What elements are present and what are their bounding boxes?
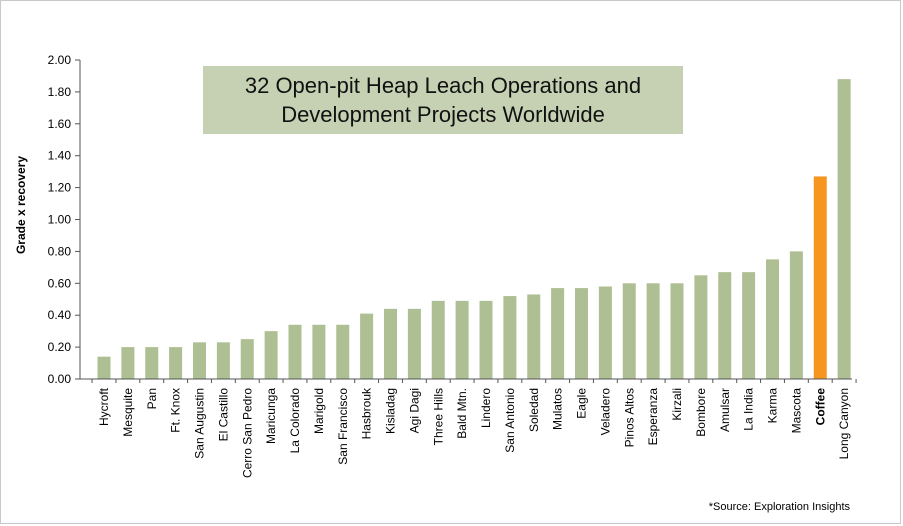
bar-ft-knox xyxy=(169,347,183,379)
x-tick-label: Three Hills xyxy=(431,388,445,445)
x-tick-label: La India xyxy=(742,388,756,431)
chart-title-line-2: Development Projects Worldwide xyxy=(281,102,605,127)
x-tick-label: Karma xyxy=(766,388,780,424)
bar-la-india xyxy=(742,272,756,379)
x-tick-label: Eagle xyxy=(575,388,589,419)
bar-mesquite xyxy=(121,347,135,379)
x-tick-label: Hycroft xyxy=(97,387,111,426)
bar-veladero xyxy=(598,286,612,379)
bar-agi-dagi xyxy=(407,308,421,379)
x-tick-label: Bombore xyxy=(694,388,708,437)
chart-title-line-1: 32 Open-pit Heap Leach Operations and xyxy=(244,73,642,98)
y-tick-label: 1.20 xyxy=(48,181,72,195)
x-tick-label: Veladero xyxy=(598,388,612,436)
x-tick-label: Esperanza xyxy=(646,388,660,446)
x-tick-label: Coffee xyxy=(813,388,827,426)
bar-amulsar xyxy=(718,272,732,379)
y-tick-label: 1.00 xyxy=(48,213,72,227)
bars xyxy=(97,79,851,379)
bar-maricunga xyxy=(264,331,278,379)
x-tick-label: Agi Dagi xyxy=(407,388,421,433)
bar-hasbrouk xyxy=(360,313,374,379)
y-tick-label: 0.60 xyxy=(48,276,72,290)
bar-kisladag xyxy=(384,308,397,379)
bar-pan xyxy=(145,347,159,379)
x-tick-label: Kisladag xyxy=(384,388,398,434)
x-tick-label: Mesquite xyxy=(121,388,135,437)
bar-soledad xyxy=(527,294,541,379)
x-tick-label: Pinos Altos xyxy=(622,388,636,447)
x-tick-label: Pan xyxy=(145,388,159,409)
y-tick-label: 0.00 xyxy=(48,372,72,386)
x-tick-label: Marigold xyxy=(312,388,326,434)
bar-hycroft xyxy=(97,356,111,379)
x-tick-label: Kirzali xyxy=(670,388,684,421)
bar-esperanza xyxy=(646,283,660,379)
x-tick-label: San Antonio xyxy=(503,388,517,453)
chart-title: 32 Open-pit Heap Leach Operations and De… xyxy=(203,66,683,134)
x-tick-label: Mulatos xyxy=(551,388,565,430)
y-axis: 0.00 0.20 0.40 0.60 0.80 1.00 1.20 1.40 1.60 1.80… xyxy=(48,53,81,386)
x-tick-label: San Augustin xyxy=(193,388,207,459)
x-tick-label: San Francisco xyxy=(336,388,350,465)
bar-three-hills xyxy=(431,300,445,379)
x-tick-label: Mascota xyxy=(789,388,803,434)
bar-bombore xyxy=(694,275,708,379)
x-tick-label: Ft. Knox xyxy=(169,388,183,433)
source-note: *Source: Exploration Insights xyxy=(708,501,850,513)
x-tick-label: Soledad xyxy=(527,388,541,432)
x-tick-label: Bald Mtn. xyxy=(455,388,469,439)
x-tick-label: La Colorado xyxy=(288,388,302,454)
bar-long-canyon xyxy=(837,79,851,379)
x-tick-label: Hasbrouk xyxy=(360,387,374,439)
bar-cerro-san-pedro xyxy=(240,339,254,379)
bar-la-colorado xyxy=(288,324,302,379)
y-tick-label: 1.40 xyxy=(48,149,72,163)
bar-pinos-altos xyxy=(622,283,636,379)
y-tick-label: 0.80 xyxy=(48,244,72,258)
y-axis-label: Grade x recovery xyxy=(14,155,28,255)
bar-karma xyxy=(766,259,779,379)
x-tick-label: Amulsar xyxy=(718,388,732,432)
x-tick-label: El Castillo xyxy=(216,388,230,442)
x-tick-label: Long Canyon xyxy=(837,388,851,459)
bar-marigold xyxy=(312,324,326,379)
bar-san-augustin xyxy=(193,342,206,379)
bar-san-francisco xyxy=(336,324,350,379)
y-tick-label: 1.80 xyxy=(48,85,72,99)
bar-bald-mtn xyxy=(455,300,469,379)
bar-mascota xyxy=(789,251,803,379)
bar-eagle xyxy=(575,288,588,379)
bar-kirzali xyxy=(670,283,684,379)
bar-san-antonio xyxy=(503,296,517,379)
y-tick-label: 0.20 xyxy=(48,340,72,354)
bar-coffee xyxy=(813,176,827,379)
y-tick-label: 0.40 xyxy=(48,308,72,322)
x-tick-label: Lindero xyxy=(479,388,493,428)
x-axis: Hycroft Mesquite Pan Ft. Knox San Augustin El… xyxy=(80,378,857,478)
x-tick-label: Maricunga xyxy=(264,388,278,444)
bar-lindero xyxy=(479,300,493,379)
x-tick-label: Cerro San Pedro xyxy=(240,388,254,478)
y-tick-label: 2.00 xyxy=(48,53,72,67)
bar-el-castillo xyxy=(216,342,230,379)
bar-mulatos xyxy=(551,288,565,379)
y-tick-label: 1.60 xyxy=(48,117,72,131)
